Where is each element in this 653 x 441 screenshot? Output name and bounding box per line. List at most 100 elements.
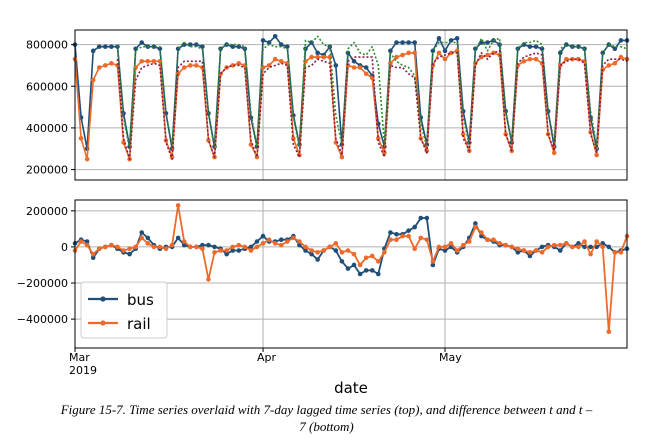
top-bus-point (90, 48, 96, 54)
top-rail-point (96, 65, 102, 70)
bottom-rail-point (497, 241, 502, 246)
bottom-bus-point (339, 259, 345, 264)
bottom-rail-point (254, 244, 260, 250)
figure-caption: Figure 15-7. Time series overlaid with 7… (0, 401, 653, 435)
top-rail-point (412, 50, 417, 56)
bottom-rail-point (285, 239, 290, 244)
bottom-rail-point (230, 244, 236, 250)
top-bus-point (187, 42, 193, 47)
bottom-rail-point (157, 244, 163, 250)
top-bus-point (436, 36, 442, 41)
top-bus-point (406, 40, 411, 45)
bottom-rail-point (218, 248, 223, 253)
top-rail-point (339, 154, 345, 160)
bottom-rail-point (375, 259, 381, 264)
bottom-bus-point (200, 242, 205, 248)
top-bus-point (351, 58, 357, 64)
top-rail-point (448, 50, 454, 56)
bottom-bus-point (145, 235, 151, 241)
top-bus-point (333, 63, 339, 68)
top-bus-point (448, 38, 454, 43)
bottom-bus-point (557, 248, 563, 253)
x-axis-label: date (334, 379, 368, 397)
bottom-bus-point (424, 215, 430, 221)
top-rail-point (139, 58, 145, 64)
bottom-rail-point (515, 246, 521, 252)
top-rail-point (315, 54, 320, 60)
top-rail-point (606, 63, 612, 68)
bottom-bus-point (90, 255, 96, 261)
bottom-rail-point (466, 239, 472, 244)
xtick-label: Mar (69, 351, 90, 364)
bottom-rail-point (278, 242, 284, 248)
top-rail-point (576, 56, 581, 62)
top-bus-point (363, 65, 369, 70)
legend-rail-marker (100, 320, 106, 326)
bottom-rail-point (369, 253, 375, 259)
bottom-bus-point (303, 248, 308, 253)
top-rail-point (151, 58, 157, 64)
bottom-rail-point (448, 241, 454, 246)
top-bus-point (103, 44, 108, 49)
top-rail-point (309, 54, 314, 60)
bottom-rail-point (224, 248, 229, 253)
top-rail-point (618, 54, 624, 60)
bottom-rail-point (200, 246, 205, 252)
bottom-bus-point (527, 253, 533, 259)
top-bus-point (200, 44, 205, 49)
bottom-rail-point (539, 250, 545, 255)
xtick-label: May (439, 351, 462, 364)
legend-rail-label: rail (127, 315, 151, 333)
bottom-rail-point (545, 244, 551, 250)
top-ytick-label: 400000 (26, 122, 68, 135)
top-bus-point (557, 50, 563, 56)
caption-line-2: 7 (bottom) (299, 419, 354, 434)
bottom-rail-point (133, 244, 138, 250)
bottom-bus-point (369, 268, 375, 273)
bottom-rail-point (339, 250, 345, 255)
bottom-bus-point (375, 271, 381, 277)
top-bus-point (539, 46, 545, 52)
top-rail-point (533, 56, 539, 62)
bottom-ytick-label: 0 (61, 241, 68, 254)
bottom-rail-point (618, 250, 624, 255)
xtick-label: Apr (257, 351, 277, 364)
top-bus-point (527, 44, 533, 49)
bottom-rail-point (297, 239, 302, 244)
bottom-bus-point (278, 237, 284, 243)
top-bus-point (266, 40, 272, 45)
bottom-rail-point (454, 248, 460, 253)
bottom-rail-point (485, 237, 490, 243)
top-rail-point (181, 65, 187, 70)
top-bus-point (157, 46, 163, 52)
bottom-rail-point (460, 242, 466, 248)
bottom-rail-point (309, 248, 314, 253)
bottom-rail-point (588, 251, 593, 257)
top-rail-point (194, 63, 199, 68)
bottom-rail-point (564, 241, 569, 246)
legend-bus-marker (100, 296, 106, 302)
bottom-bus-point (333, 248, 339, 253)
bottom-rail-point (163, 246, 169, 252)
bottom-rail-point (248, 248, 254, 253)
top-rail-point (272, 56, 278, 62)
bottom-bus-point (260, 233, 266, 239)
bottom-bus-point (254, 239, 260, 244)
bottom-rail-point (96, 246, 102, 252)
bottom-rail-point (394, 237, 399, 243)
top-ytick-label: 600000 (26, 80, 68, 93)
top-bus-point (309, 40, 314, 45)
top-rail-point (394, 54, 399, 60)
bottom-bus-point (230, 248, 236, 253)
top-rail-point (363, 71, 369, 77)
bottom-rail-point (260, 241, 266, 246)
bottom-plot-frame (74, 199, 628, 349)
bottom-rail-point (303, 244, 308, 250)
bottom-rail-point (236, 242, 242, 248)
top-bus-point (194, 42, 199, 47)
top-rail-point (321, 54, 327, 60)
top-bus-point (115, 44, 120, 49)
figure: 200000 400000 600000 800000 −400000 −200000 0… (17, 29, 630, 397)
